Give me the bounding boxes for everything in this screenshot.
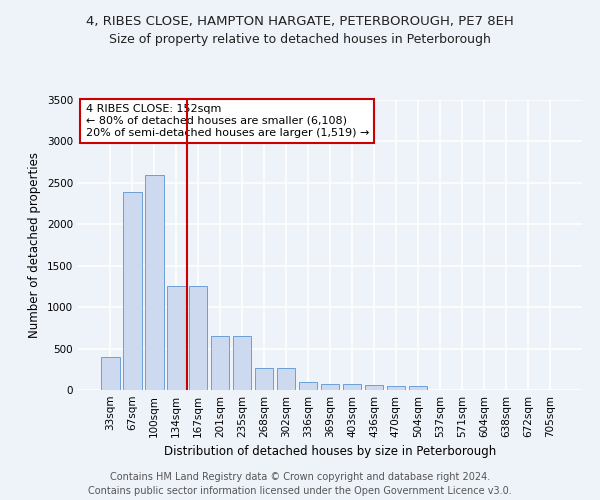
Bar (211, 336, 229, 390)
Text: 4 RIBES CLOSE: 152sqm
← 80% of detached houses are smaller (6,108)
20% of semi-d: 4 RIBES CLOSE: 152sqm ← 80% of detached … (86, 104, 369, 138)
Bar (343, 384, 361, 390)
Bar (123, 192, 142, 390)
Bar (365, 385, 383, 390)
Text: Contains public sector information licensed under the Open Government Licence v3: Contains public sector information licen… (88, 486, 512, 496)
X-axis label: Distribution of detached houses by size in Peterborough: Distribution of detached houses by size … (164, 446, 496, 458)
Bar (255, 368, 274, 390)
Bar (277, 368, 295, 390)
Text: Contains HM Land Registry data © Crown copyright and database right 2024.: Contains HM Land Registry data © Crown c… (110, 472, 490, 482)
Text: 4, RIBES CLOSE, HAMPTON HARGATE, PETERBOROUGH, PE7 8EH: 4, RIBES CLOSE, HAMPTON HARGATE, PETERBO… (86, 15, 514, 28)
Bar (101, 357, 119, 390)
Y-axis label: Number of detached properties: Number of detached properties (28, 152, 41, 338)
Bar (189, 286, 208, 390)
Bar (386, 386, 405, 390)
Bar (145, 174, 164, 390)
Bar (299, 382, 317, 390)
Bar (233, 336, 251, 390)
Bar (409, 386, 427, 390)
Bar (320, 384, 340, 390)
Text: Size of property relative to detached houses in Peterborough: Size of property relative to detached ho… (109, 32, 491, 46)
Bar (167, 286, 185, 390)
